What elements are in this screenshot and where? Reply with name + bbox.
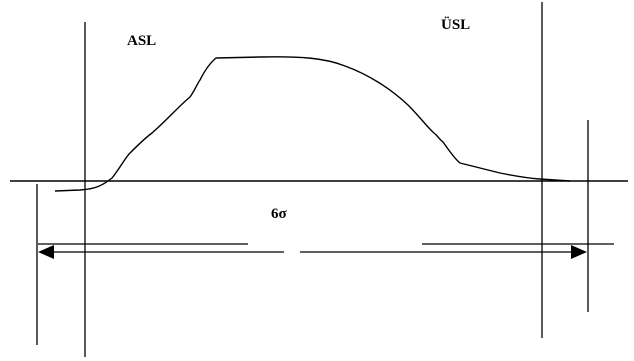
upper-spec-limit-label: ÜSL xyxy=(441,17,471,33)
six-sigma-label: 6σ xyxy=(271,206,287,222)
lower-spec-limit-label: ASL xyxy=(127,33,157,49)
distribution-curve xyxy=(54,56,571,192)
sigma-arrow-head-left xyxy=(38,245,54,259)
sigma-arrow-head-right xyxy=(571,245,587,259)
